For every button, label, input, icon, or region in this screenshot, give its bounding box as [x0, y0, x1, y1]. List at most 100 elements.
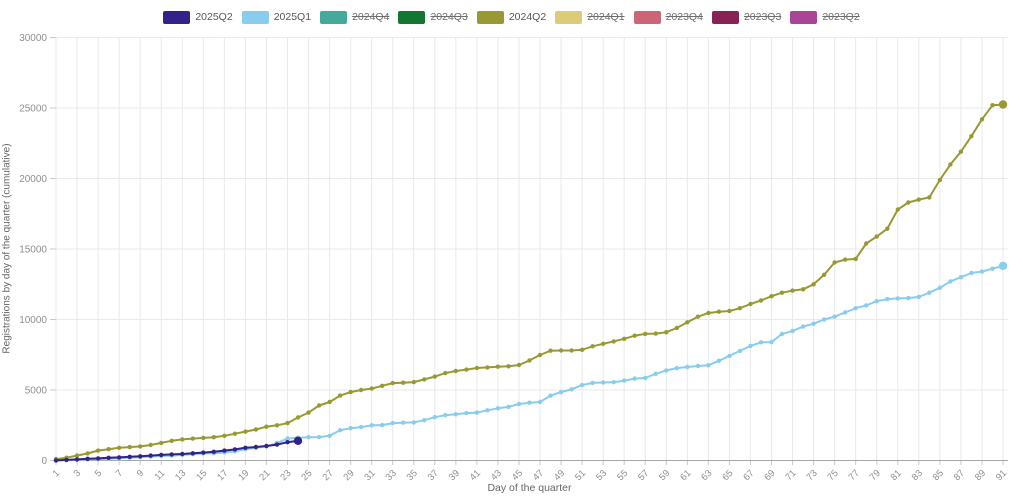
legend-item-2023q2[interactable]: 2023Q2	[790, 10, 860, 24]
legend-item-2023q3[interactable]: 2023Q3	[711, 10, 781, 24]
legend-swatch	[711, 10, 739, 24]
svg-text:61: 61	[678, 468, 693, 483]
legend-item-2023q4[interactable]: 2023Q4	[633, 10, 703, 24]
series-point-2025q1	[864, 303, 869, 308]
series-point-2024q2	[843, 257, 848, 262]
series-point-2025q2	[285, 440, 290, 445]
series-point-2024q2	[264, 424, 269, 429]
series-point-2024q2	[579, 347, 585, 352]
series-point-2025q1	[843, 310, 848, 315]
svg-text:57: 57	[636, 468, 651, 483]
legend-label: 2024Q1	[587, 11, 625, 23]
x-tick-labels: 1 3 5 7 9 11 13 15 17 19 21 23 25 27 29 31 33 35 37 39 41 43 4…	[51, 468, 1010, 483]
svg-text:75: 75	[826, 468, 841, 483]
series-point-2024q2	[95, 448, 101, 453]
series-point-2025q2	[232, 447, 238, 452]
series-line-2024q2	[55, 103, 1004, 461]
svg-text:85: 85	[931, 468, 946, 483]
series-point-2025q2	[64, 457, 69, 463]
svg-text:43: 43	[489, 468, 504, 483]
series-point-2024q2	[190, 436, 195, 441]
legend-swatch	[320, 10, 348, 24]
legend-label: 2024Q3	[430, 11, 468, 23]
legend-item-2024q1[interactable]: 2024Q1	[555, 10, 625, 24]
series-point-2024q2	[821, 272, 827, 277]
series-point-2025q1	[895, 296, 900, 301]
series-point-2025q1	[653, 371, 658, 376]
series-point-2024q2	[148, 442, 153, 448]
series-point-2025q1	[664, 368, 669, 373]
series-point-2024q2	[800, 287, 806, 292]
series-point-2024q2	[127, 444, 132, 450]
series-point-2024q2	[537, 352, 543, 358]
series-point-2024q2	[895, 207, 900, 212]
series-point-2025q1	[285, 436, 290, 441]
series-point-2025q2	[159, 452, 164, 458]
series-point-2024q2	[653, 331, 658, 336]
series-point-2024q2	[474, 365, 480, 371]
series-point-2024q2	[369, 386, 374, 391]
series-point-2024q2	[758, 298, 764, 303]
series-point-2024q2	[695, 314, 701, 319]
series-point-2025q2	[253, 444, 259, 450]
series-point-2024q2	[622, 336, 627, 341]
legend-item-2024q3[interactable]: 2024Q3	[398, 10, 468, 24]
series-point-2025q1	[906, 295, 911, 301]
legend-swatch	[241, 10, 269, 24]
series-point-2024q2	[769, 294, 774, 299]
svg-text:29: 29	[341, 468, 356, 483]
legend-item-2024q2[interactable]: 2024Q2	[476, 10, 546, 24]
svg-text:59: 59	[657, 468, 672, 483]
y-tick-labels: 0 5000 10000 15000 20000 25000 30000	[19, 33, 47, 467]
series-point-2025q1	[569, 387, 574, 392]
legend-item-2025q2[interactable]: 2025Q2	[163, 10, 233, 24]
series-point-2024q2	[558, 348, 564, 353]
svg-text:73: 73	[804, 468, 819, 483]
svg-text:67: 67	[741, 468, 756, 483]
series-point-2025q1	[474, 410, 480, 415]
svg-text:81: 81	[889, 468, 904, 483]
series-point-2024q2	[74, 453, 80, 458]
series-point-2025q1	[874, 299, 879, 304]
series-point-2025q1	[443, 413, 448, 418]
svg-text:30000: 30000	[19, 33, 47, 44]
y-gridlines	[56, 37, 1008, 391]
series-point-2025q1	[537, 399, 543, 405]
series-point-2024q2	[380, 383, 385, 388]
svg-text:51: 51	[573, 468, 588, 483]
svg-text:45: 45	[510, 468, 525, 483]
series-point-2025q1	[800, 324, 806, 329]
legend-label: 2025Q2	[195, 11, 233, 23]
series-point-2025q1	[969, 270, 974, 276]
svg-text:25000: 25000	[19, 104, 47, 115]
svg-text:63: 63	[699, 468, 714, 483]
series-point-2024q2	[274, 423, 280, 428]
series-point-2024q2	[348, 389, 353, 395]
svg-text:89: 89	[973, 468, 988, 483]
series-point-2024q2	[748, 301, 753, 307]
series-point-2024q2	[222, 433, 227, 438]
legend-item-2024q4[interactable]: 2024Q4	[320, 10, 389, 24]
series-point-2024q2	[464, 367, 469, 372]
series-point-2024q2	[811, 282, 816, 287]
series-point-2025q2	[222, 448, 227, 453]
series-line-2025q2	[55, 439, 299, 462]
y-axis-title: Registrations by day of the quarter (cum…	[1, 143, 13, 354]
svg-text:77: 77	[847, 468, 862, 483]
series-point-2024q2	[779, 290, 785, 295]
series-point-2024q2	[864, 241, 869, 246]
series-point-2025q1	[579, 382, 585, 388]
legend-swatch	[163, 10, 191, 24]
svg-text:49: 49	[552, 468, 567, 483]
series-point-2024q2	[211, 435, 216, 440]
series-point-2024q2	[116, 445, 122, 450]
series-point-2024q2	[632, 333, 637, 338]
legend-item-2025q1[interactable]: 2025Q1	[241, 10, 311, 24]
legend-label: 2023Q2	[822, 11, 860, 23]
series-point-2024q2	[569, 348, 574, 353]
series-point-2025q1	[748, 343, 753, 349]
svg-text:87: 87	[952, 468, 967, 483]
series-point-2024q2	[85, 451, 90, 456]
series-point-2024q2	[685, 320, 690, 325]
series-point-2024q2	[401, 380, 406, 385]
